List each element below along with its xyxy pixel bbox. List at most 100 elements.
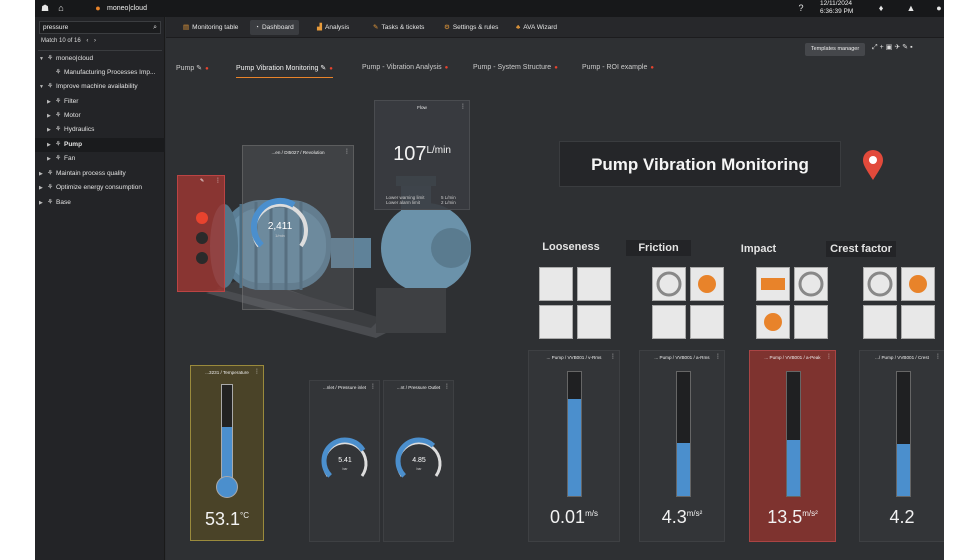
- bearing-icon[interactable]: [652, 267, 686, 301]
- menu-icon[interactable]: ⋮: [935, 354, 941, 360]
- subtab-system-structure[interactable]: Pump - System Structure ●: [473, 64, 558, 78]
- menu-icon[interactable]: ⋮: [344, 149, 350, 155]
- tree-item-label: Optimize energy consumption: [56, 184, 142, 191]
- subtab-roi-example[interactable]: Pump - ROI example ●: [582, 64, 654, 78]
- help-icon[interactable]: ?: [798, 3, 804, 13]
- tree-item-label: Base: [56, 199, 71, 206]
- tree-item-hydraulics[interactable]: ▶ ⚘ Hydraulics: [35, 123, 165, 137]
- impact-widget[interactable]: ... Pump / VVB001 / a-Peak ⋮ 13.5m/s²: [749, 350, 836, 542]
- foundation-icon[interactable]: [577, 305, 611, 339]
- crest-factor-widget[interactable]: .../ Pump / VVB001 / Crest ⋮ 4.2: [859, 350, 944, 542]
- fan-icon[interactable]: [690, 305, 724, 339]
- alarm-label: Lower alarm limit: [386, 200, 421, 205]
- edit-icon[interactable]: ✎: [200, 178, 205, 184]
- revolution-widget[interactable]: ...en / DI5027 / Revolution ⋮ 2,411 1/mi…: [242, 145, 354, 310]
- friction-widget[interactable]: ... Pump / VVB001 / a-Rms ⋮ 4.3m/s²: [639, 350, 725, 542]
- menu-icon[interactable]: ⋮: [610, 354, 616, 360]
- pressure-inlet-widget[interactable]: ...nlet / Pressure inlet ⋮ 5.41 bar: [309, 380, 380, 542]
- delete-icon[interactable]: ▪: [910, 44, 915, 51]
- bearing-icon[interactable]: [863, 267, 897, 301]
- impact-unit: m/s²: [802, 509, 818, 518]
- tree-item-filter[interactable]: ▶ ⚘ Filter: [35, 95, 165, 109]
- menu-icon[interactable]: ⋮: [715, 354, 721, 360]
- tree-item-fan[interactable]: ▶ ⚘ Fan: [35, 152, 165, 166]
- brand-name: moneo|cloud: [107, 5, 147, 12]
- tree-item-pump[interactable]: ▶ ⚘ Pump: [35, 138, 165, 152]
- add-icon[interactable]: +: [879, 44, 886, 51]
- foundation-icon[interactable]: [794, 305, 828, 339]
- pin-icon[interactable]: ✈: [894, 44, 903, 51]
- gear-icon[interactable]: [690, 267, 724, 301]
- temperature-widget[interactable]: ...3231 / Temperature ⋮ 53.1°C: [190, 365, 264, 541]
- gear-icon[interactable]: [756, 305, 790, 339]
- gear-icon[interactable]: [901, 267, 935, 301]
- dashboard-title: Pump Vibration Monitoring: [559, 141, 841, 187]
- temperature-value: 53.1: [204, 509, 241, 529]
- tab-analysis[interactable]: ▟ Analysis: [312, 20, 354, 35]
- date-text: 12/11/2024: [820, 0, 853, 7]
- tab-tasks[interactable]: ✎ Tasks & tickets: [368, 20, 429, 35]
- edit-icon[interactable]: ✎: [196, 65, 203, 72]
- coupling-icon[interactable]: [577, 267, 611, 301]
- alarm-indicator-panel[interactable]: ✎ ⋮: [177, 175, 225, 292]
- tree-item-manufacturing[interactable]: ⚘ Manufacturing Processes Imp...: [35, 66, 165, 80]
- pressure-outlet-widget[interactable]: ...nt / Pressure Outlet ⋮ 4.85 bar: [383, 380, 454, 542]
- impact-value: 13.5: [767, 507, 803, 527]
- edit-icon[interactable]: ✎: [320, 65, 327, 72]
- warn-label: Lower warning limit: [386, 195, 425, 200]
- menu-icon[interactable]: ⋮: [215, 178, 221, 184]
- tab-monitoring-table[interactable]: ▤ Monitoring table: [178, 20, 243, 35]
- menu-icon[interactable]: ⋮: [826, 354, 832, 360]
- subtab-pump-vibration[interactable]: Pump Vibration Monitoring ✎ ●: [236, 64, 333, 78]
- flow-widget[interactable]: Flow ⋮ 107L/min Lower warning limit 5 L/m…: [374, 100, 470, 210]
- home-icon[interactable]: ⌂: [58, 3, 64, 13]
- subtab-vibration-analysis[interactable]: Pump - Vibration Analysis ●: [362, 64, 448, 78]
- wizard-icon: ♣: [516, 24, 521, 31]
- tree-item-energy[interactable]: ▶ ⚘ Optimize energy consumption: [35, 181, 165, 195]
- tree-item-label: Hydraulics: [64, 126, 95, 133]
- search-input[interactable]: pressure ⌕: [39, 21, 161, 34]
- chart-icon: ▟: [317, 24, 322, 31]
- widget-title: .../ Pump / VVB001 / Crest: [875, 355, 929, 360]
- shaft-icon[interactable]: [863, 305, 897, 339]
- search-icon[interactable]: ⌕: [153, 24, 157, 31]
- tab-dashboard[interactable]: ◔ Dashboard: [250, 20, 299, 35]
- dashboard-icon: ◔: [255, 24, 259, 31]
- looseness-widget[interactable]: ... Pump / VVB001 / v-Rms ⋮ 0.01m/s: [528, 350, 620, 542]
- tree-item-base[interactable]: ▶ ⚘ Base: [35, 196, 165, 210]
- shaft-icon[interactable]: [652, 305, 686, 339]
- bell-icon[interactable]: ♦: [878, 3, 884, 13]
- main-nav: ▤ Monitoring table ◔ Dashboard ▟ Analysis ✎…: [166, 17, 944, 38]
- bearing-loose-icon[interactable]: [539, 267, 573, 301]
- save-icon[interactable]: ▣: [885, 44, 895, 51]
- app-window: ☗ ⌂ ● moneo|cloud ? 12/11/2024 6:36:39 P…: [35, 0, 944, 560]
- user-icon[interactable]: ☗: [40, 3, 50, 13]
- tab-settings[interactable]: ⚙ Settings & rules: [439, 20, 503, 35]
- templates-manager-button[interactable]: Templates manager: [805, 43, 865, 56]
- info-icon[interactable]: ●: [936, 3, 942, 13]
- impact-hammer-icon[interactable]: [756, 267, 790, 301]
- tab-ava-wizard[interactable]: ♣ AVA Wizard: [511, 20, 562, 35]
- menu-icon[interactable]: ⋮: [460, 104, 466, 110]
- warning-icon[interactable]: ▲: [906, 3, 916, 13]
- fan-icon[interactable]: [901, 305, 935, 339]
- next-match-icon[interactable]: ›: [94, 38, 97, 44]
- menu-icon[interactable]: ⋮: [254, 369, 260, 375]
- tree-item-process-quality[interactable]: ▶ ⚘ Maintain process quality: [35, 167, 165, 181]
- location-alarm-icon[interactable]: [862, 149, 884, 181]
- belt-icon[interactable]: [539, 305, 573, 339]
- prev-match-icon[interactable]: ‹: [86, 38, 89, 44]
- settings-icon: ⚙: [444, 24, 450, 31]
- tree-item-root[interactable]: ▼ ⚘ moneo|cloud: [35, 52, 165, 66]
- tree-node-icon: ⚘: [47, 184, 54, 191]
- tree-item-machine-availability[interactable]: ▼ ⚘ Improve machine availability: [35, 80, 165, 94]
- subtab-pump[interactable]: Pump ✎ ●: [176, 64, 209, 78]
- menu-icon[interactable]: ⋮: [444, 384, 450, 390]
- edit-icon[interactable]: ✎: [902, 44, 911, 51]
- dashboard-tools: ⤢+▣✈✎▪: [872, 43, 915, 52]
- fullscreen-icon[interactable]: ⤢: [872, 44, 880, 51]
- subtab-label: Pump Vibration Monitoring: [236, 65, 319, 72]
- tree-item-motor[interactable]: ▶ ⚘ Motor: [35, 109, 165, 123]
- menu-icon[interactable]: ⋮: [370, 384, 376, 390]
- bearing-icon[interactable]: [794, 267, 828, 301]
